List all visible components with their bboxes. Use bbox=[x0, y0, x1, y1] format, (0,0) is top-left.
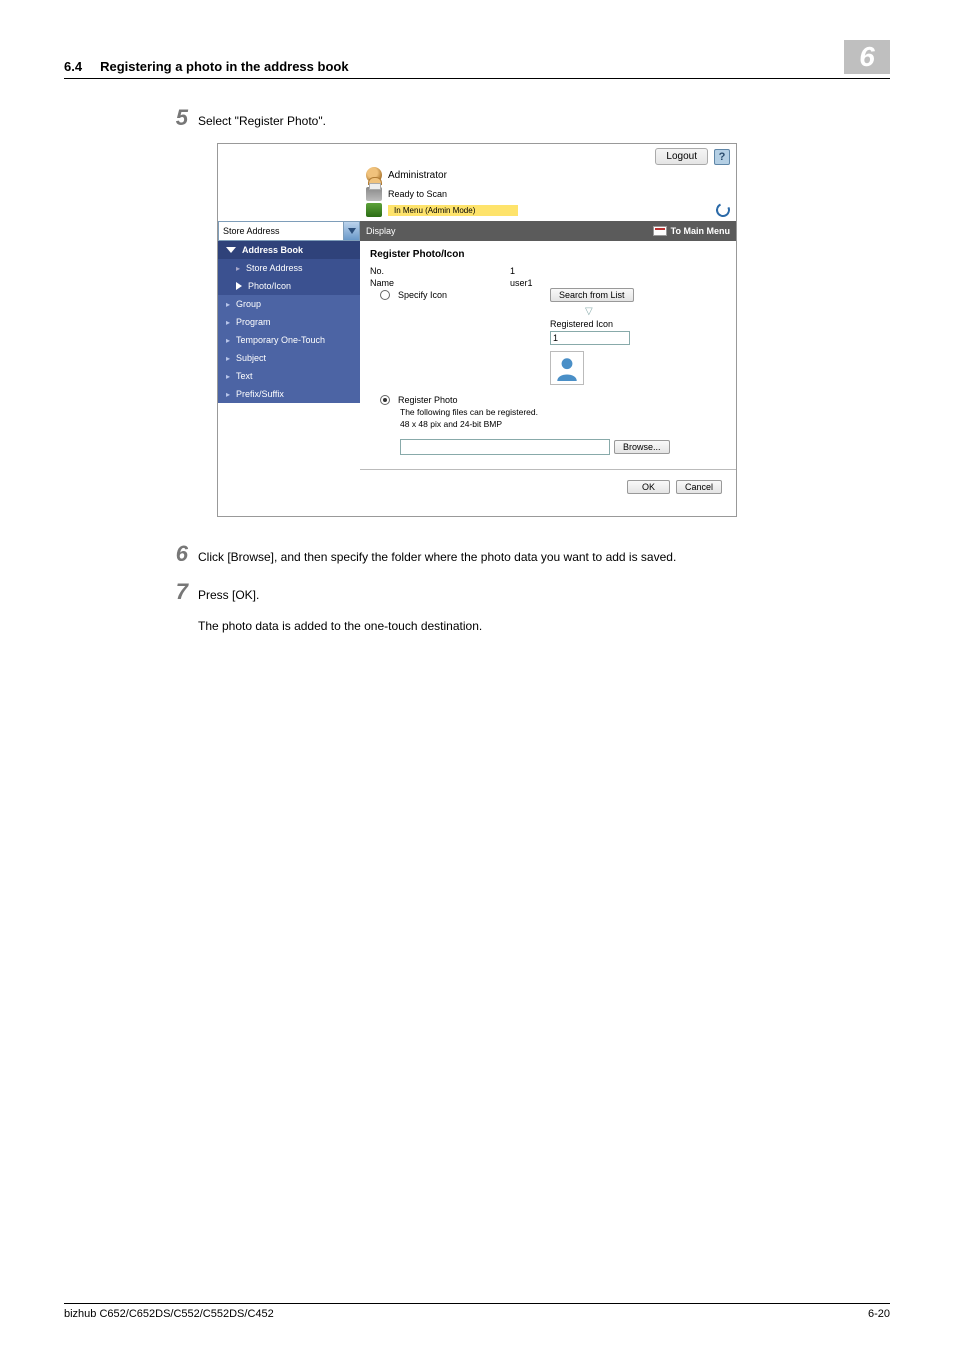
to-main-menu-button[interactable]: To Main Menu bbox=[653, 226, 730, 236]
divider bbox=[360, 469, 736, 470]
specify-icon-label: Specify Icon bbox=[398, 290, 447, 300]
side-nav: Address Book ▸Store Address Photo/Icon ▸… bbox=[218, 241, 360, 516]
file-note-2: 48 x 48 pix and 24-bit BMP bbox=[400, 419, 726, 431]
person-icon bbox=[554, 355, 580, 381]
no-label: No. bbox=[370, 266, 470, 276]
administrator-label: Administrator bbox=[388, 170, 447, 181]
step-number: 7 bbox=[164, 579, 198, 605]
name-label: Name bbox=[370, 278, 470, 288]
register-photo-label: Register Photo bbox=[398, 395, 458, 405]
section-number: 6.4 bbox=[64, 59, 82, 74]
nav-address-book[interactable]: Address Book bbox=[218, 241, 360, 259]
nav-text[interactable]: ▸Text bbox=[218, 367, 360, 385]
person-preview-icon bbox=[550, 351, 584, 385]
registered-icon-label: Registered Icon bbox=[550, 319, 726, 329]
logout-button[interactable]: Logout bbox=[655, 148, 708, 165]
ok-button[interactable]: OK bbox=[627, 480, 670, 494]
step-number: 6 bbox=[164, 541, 198, 567]
register-photo-option[interactable]: Register Photo bbox=[380, 395, 726, 405]
nav-store-address[interactable]: ▸Store Address bbox=[218, 259, 360, 277]
store-address-dropdown[interactable]: Store Address bbox=[218, 221, 360, 241]
footer-model: bizhub C652/C652DS/C552/C552DS/C452 bbox=[64, 1308, 274, 1320]
nav-photo-icon[interactable]: Photo/Icon bbox=[218, 277, 360, 295]
dropdown-button[interactable] bbox=[344, 221, 360, 241]
nav-temporary-one-touch[interactable]: ▸Temporary One-Touch bbox=[218, 331, 360, 349]
footer-page: 6-20 bbox=[868, 1308, 890, 1320]
step-number: 5 bbox=[164, 105, 198, 131]
help-icon[interactable]: ? bbox=[714, 149, 730, 165]
registered-icon-input[interactable] bbox=[550, 331, 630, 345]
step-7-follow: The photo data is added to the one-touch… bbox=[198, 617, 890, 636]
nav-prefix-suffix[interactable]: ▸Prefix/Suffix bbox=[218, 385, 360, 403]
step-7: 7 Press [OK]. bbox=[164, 579, 890, 605]
file-path-input[interactable] bbox=[400, 439, 610, 455]
step-text: Click [Browse], and then specify the fol… bbox=[198, 548, 676, 567]
nav-program[interactable]: ▸Program bbox=[218, 313, 360, 331]
page-footer: bizhub C652/C652DS/C552/C552DS/C452 6-20 bbox=[64, 1303, 890, 1320]
administrator-icon bbox=[366, 167, 382, 183]
mode-icon bbox=[366, 203, 382, 217]
name-value: user1 bbox=[510, 278, 533, 288]
browse-button[interactable]: Browse... bbox=[614, 440, 670, 454]
nav-group[interactable]: ▸Group bbox=[218, 295, 360, 313]
display-tab[interactable]: Display bbox=[366, 226, 396, 236]
radio-icon bbox=[380, 290, 390, 300]
file-note-1: The following files can be registered. bbox=[400, 407, 726, 419]
step-text: Press [OK]. bbox=[198, 586, 259, 605]
screenshot-panel: Logout ? Administrator Ready to Scan bbox=[217, 143, 737, 517]
page-header: 6.4 Registering a photo in the address b… bbox=[64, 40, 890, 79]
refresh-icon[interactable] bbox=[714, 201, 732, 219]
step-6: 6 Click [Browse], and then specify the f… bbox=[164, 541, 890, 567]
ready-label: Ready to Scan bbox=[388, 189, 447, 199]
section-title: Registering a photo in the address book bbox=[100, 59, 348, 74]
mode-label: In Menu (Admin Mode) bbox=[388, 205, 518, 216]
content-title: Register Photo/Icon bbox=[370, 249, 726, 260]
store-address-text: Store Address bbox=[218, 221, 344, 241]
expand-icon[interactable]: ▽ bbox=[585, 306, 726, 317]
radio-icon bbox=[380, 395, 390, 405]
no-value: 1 bbox=[510, 266, 515, 276]
search-from-list-button[interactable]: Search from List bbox=[550, 288, 634, 302]
step-text: Select "Register Photo". bbox=[198, 112, 326, 131]
main-menu-icon bbox=[653, 226, 667, 236]
cancel-button[interactable]: Cancel bbox=[676, 480, 722, 494]
chapter-number: 6 bbox=[859, 41, 875, 73]
chapter-badge: 6 bbox=[844, 40, 890, 74]
shot-top-left-blank bbox=[218, 144, 360, 208]
nav-subject[interactable]: ▸Subject bbox=[218, 349, 360, 367]
step-5: 5 Select "Register Photo". bbox=[164, 105, 890, 131]
to-main-menu-label: To Main Menu bbox=[671, 226, 730, 236]
printer-icon bbox=[366, 187, 382, 201]
content-pane: Register Photo/Icon No. 1 Name user1 Speci… bbox=[360, 241, 736, 516]
